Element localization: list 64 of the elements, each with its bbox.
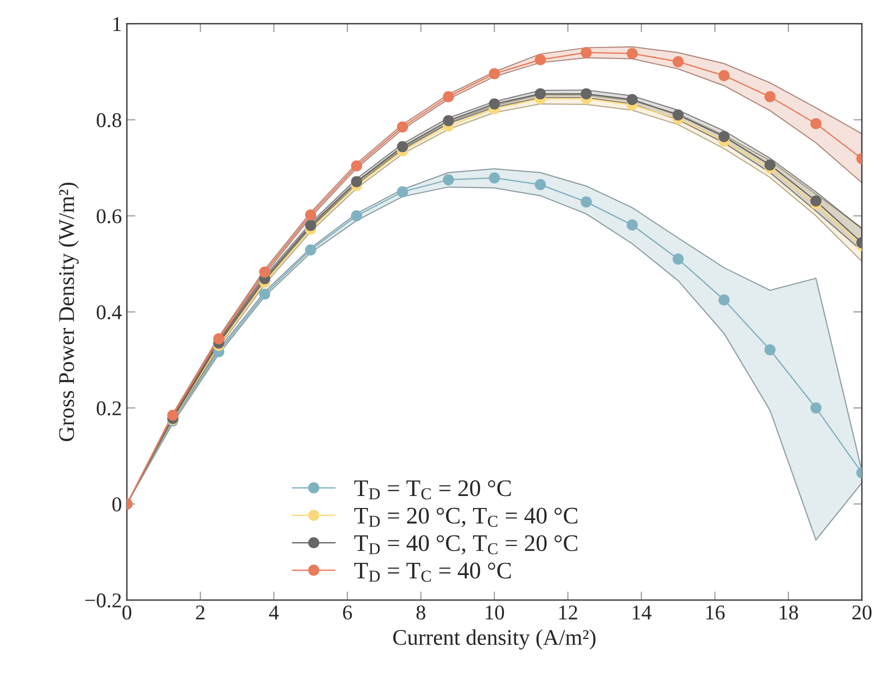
y-tick-label: 0.2: [96, 401, 121, 416]
x-tick-label: 2: [196, 606, 204, 620]
point: [442, 115, 454, 126]
y-tick-label: 0: [112, 497, 122, 512]
x-tick-label: 18: [780, 605, 798, 620]
x-tick-label: 6: [343, 606, 352, 620]
x-axis-title: Current density (A/m²): [393, 629, 596, 650]
legend-label: T$_{D}$ = T$_{C}$ = 20 °C: [354, 480, 511, 500]
point: [488, 98, 500, 110]
legend-label: T$_{D}$ = T$_{C}$ = 40 °C: [354, 562, 511, 582]
point: [810, 195, 822, 206]
x-tick-label: 0: [122, 605, 132, 620]
x-tick-label: 10: [486, 605, 504, 620]
y-tick-label: 0.4: [96, 305, 122, 320]
point: [626, 219, 638, 231]
point: [167, 410, 178, 421]
point: [305, 244, 316, 256]
point: [718, 131, 730, 142]
point: [718, 294, 730, 306]
point: [672, 56, 684, 68]
y-tick-label: −0.2: [85, 593, 121, 608]
legend-label: T$_{D}$ = 20 °C, T$_{C}$ = 40 °C: [354, 508, 578, 528]
point: [534, 54, 546, 66]
point: [396, 141, 408, 152]
point: [672, 109, 684, 121]
x-tick-label: 16: [706, 606, 725, 620]
x-tick-label: 8: [416, 605, 426, 620]
point: [305, 209, 316, 220]
x-tick-label: 4: [269, 606, 279, 620]
point: [259, 266, 270, 278]
point: [764, 91, 776, 102]
point: [810, 118, 822, 130]
point: [442, 91, 454, 102]
point: [396, 186, 408, 198]
point: [534, 88, 546, 100]
point: [580, 196, 592, 208]
point: [580, 46, 592, 58]
point: [488, 68, 500, 80]
point: [764, 159, 776, 170]
point: [718, 70, 730, 82]
y-axis-title: Gross Power Density (W/m²): [58, 182, 79, 442]
point: [764, 344, 776, 356]
point: [213, 333, 224, 344]
point: [810, 402, 822, 414]
point: [534, 179, 546, 190]
point: [351, 160, 362, 172]
point: [351, 210, 362, 222]
x-tick-label: 12: [559, 606, 578, 620]
x-tick-label: 20: [852, 605, 872, 620]
point: [580, 88, 592, 100]
x-tick-label: 14: [632, 606, 652, 620]
point: [626, 94, 638, 106]
point: [442, 174, 454, 186]
point: [351, 176, 362, 188]
point: [305, 220, 316, 231]
legend-label: T$_{D}$ = 40 °C, T$_{C}$ = 20 °C: [354, 535, 578, 555]
point: [488, 172, 500, 184]
y-tick-label: 0.8: [96, 113, 122, 128]
point: [672, 253, 684, 265]
point: [259, 288, 270, 300]
y-tick-label: 1: [113, 17, 121, 31]
point: [626, 48, 638, 60]
y-tick-label: 0.6: [96, 209, 122, 224]
point: [396, 121, 408, 133]
